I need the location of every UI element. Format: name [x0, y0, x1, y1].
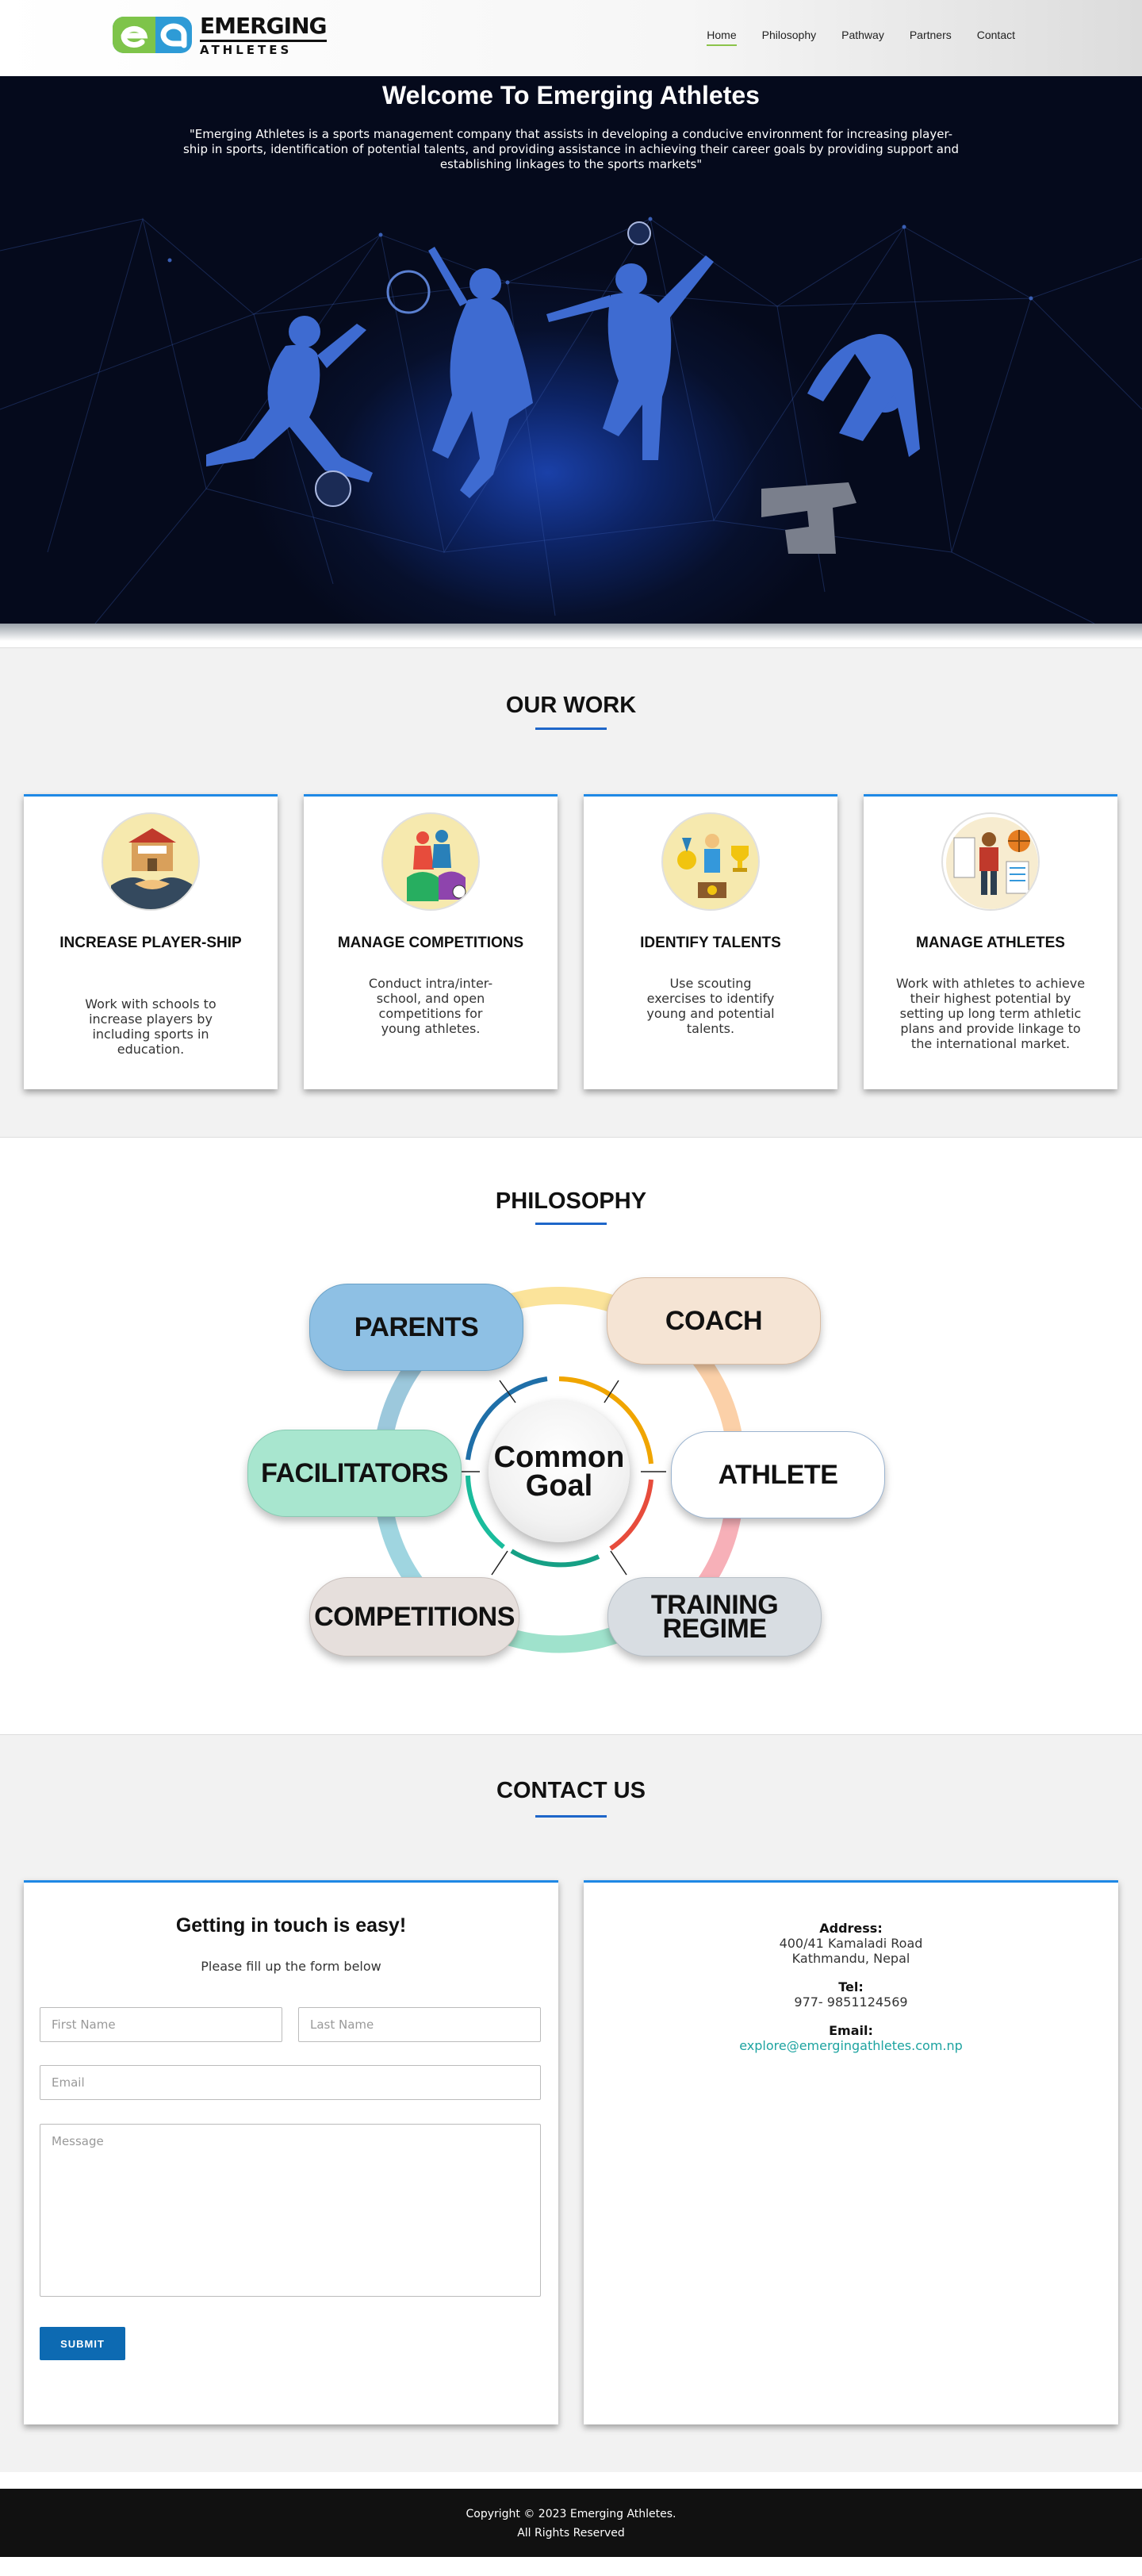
nav-home[interactable]: Home — [707, 29, 737, 46]
address-line1: 400/41 Kamaladi Road — [779, 1936, 923, 1951]
athlete-plan-icon — [941, 812, 1040, 911]
work-card-manage-athletes: MANAGE ATHLETES Work with athletes to ac… — [864, 794, 1117, 1089]
philosophy-athlete: ATHLETE — [671, 1431, 885, 1518]
coach-label: COACH — [665, 1306, 763, 1336]
common-goal-line1: Common — [493, 1441, 625, 1474]
facilitators-label: FACILITATORS — [261, 1458, 448, 1488]
common-goal-line2: Goal — [525, 1469, 593, 1503]
form-title: Getting in touch is easy! — [175, 1914, 407, 1937]
site-logo[interactable]: EMERGING ATHLETES — [111, 11, 327, 59]
address-line2: Kathmandu, Nepal — [791, 1951, 910, 1966]
logo-mark-icon — [111, 13, 197, 56]
form-subtitle: Please fill up the form below — [201, 1959, 381, 1974]
card-desc: Work with athletes to achieve their high… — [895, 976, 1086, 1051]
competitions-label: COMPETITIONS — [314, 1602, 515, 1632]
parents-label: PARENTS — [354, 1312, 479, 1342]
address-label: Address: — [819, 1921, 883, 1936]
logo-word-emerging: EMERGING — [200, 13, 327, 39]
logo-word-athletes: ATHLETES — [200, 40, 327, 57]
our-work-title: OUR WORK — [505, 693, 637, 718]
common-goal-center: Common Goal — [489, 1401, 630, 1542]
philosophy-parents: PARENTS — [309, 1284, 523, 1371]
contact-title: CONTACT US — [496, 1778, 646, 1803]
work-card-manage-competitions: MANAGE COMPETITIONS Conduct intra/inter-… — [304, 794, 558, 1089]
card-title: MANAGE ATHLETES — [916, 935, 1065, 951]
nav-contact[interactable]: Contact — [976, 29, 1015, 41]
work-card-increase-playership: INCREASE PLAYER-SHIP Work with schools t… — [24, 794, 278, 1089]
philosophy-coach: COACH — [607, 1277, 821, 1365]
hero-athletes-illustration — [0, 217, 1142, 624]
email-field[interactable]: Email — [40, 2065, 541, 2100]
training-label-line2: REGIME — [662, 1614, 767, 1644]
first-name-field[interactable]: First Name — [40, 2007, 282, 2042]
philosophy-training-regime: TRAINING REGIME — [607, 1577, 822, 1657]
email-link[interactable]: explore@emergingathletes.com.np — [739, 2038, 963, 2053]
hero-banner: Welcome To Emerging Athletes "Emerging A… — [0, 76, 1142, 624]
submit-button[interactable]: SUBMIT — [40, 2327, 125, 2360]
philosophy-facilitators: FACILITATORS — [247, 1430, 462, 1517]
philosophy-title: PHILOSOPHY — [495, 1188, 647, 1214]
our-work-underline — [535, 727, 607, 730]
training-label-line1: TRAINING — [650, 1590, 779, 1620]
card-desc: Conduct intra/inter-school, and open com… — [368, 976, 493, 1036]
footer-rights: All Rights Reserved — [517, 2527, 625, 2540]
last-name-field[interactable]: Last Name — [298, 2007, 541, 2042]
school-handshake-icon — [102, 812, 200, 911]
footer-copyright: Copyright © 2023 Emerging Athletes. — [466, 2508, 676, 2520]
tel-label: Tel: — [838, 1979, 864, 1994]
site-header: EMERGING ATHLETES Home Philosophy Pathwa… — [0, 0, 1142, 76]
work-card-identify-talents: IDENTIFY TALENTS Use scouting exercises … — [584, 794, 837, 1089]
philosophy-diagram: PARENTS COACH FACILITATORS ATHLETE COMPE… — [238, 1261, 904, 1682]
contact-form-card: Getting in touch is easy! Please fill up… — [24, 1880, 558, 2424]
email-label: Email: — [829, 2023, 873, 2038]
competition-players-icon — [381, 812, 480, 911]
card-title: MANAGE COMPETITIONS — [337, 935, 524, 951]
site-footer: Copyright © 2023 Emerging Athletes. All … — [0, 2489, 1142, 2557]
our-work-section: OUR WORK INCREASE PLAYER-SHIP Work with … — [0, 647, 1142, 1138]
card-desc: Work with schools to increase players by… — [85, 996, 217, 1057]
tel-value: 977- 9851124569 — [794, 1994, 908, 2010]
card-title: IDENTIFY TALENTS — [640, 935, 781, 951]
contact-underline — [535, 1815, 607, 1818]
message-field[interactable]: Message — [40, 2124, 541, 2297]
philosophy-underline — [535, 1223, 607, 1225]
hero-subtitle: "Emerging Athletes is a sports managemen… — [182, 127, 960, 171]
card-title: INCREASE PLAYER-SHIP — [59, 935, 242, 951]
card-desc: Use scouting exercises to identify young… — [646, 976, 775, 1036]
athlete-label: ATHLETE — [718, 1460, 838, 1490]
nav-philosophy[interactable]: Philosophy — [761, 29, 817, 41]
nav-pathway[interactable]: Pathway — [841, 29, 884, 41]
contact-info-card: Address: 400/41 Kamaladi Road Kathmandu,… — [584, 1880, 1118, 2424]
hero-shadow — [0, 624, 1142, 641]
nav-partners[interactable]: Partners — [909, 29, 952, 41]
philosophy-competitions: COMPETITIONS — [309, 1577, 519, 1657]
main-nav: Home Philosophy Pathway Partners Contact — [707, 29, 1015, 46]
contact-section: CONTACT US Getting in touch is easy! Ple… — [0, 1734, 1142, 2472]
hero-title: Welcome To Emerging Athletes — [382, 81, 760, 109]
medals-trophy-icon — [661, 812, 760, 911]
